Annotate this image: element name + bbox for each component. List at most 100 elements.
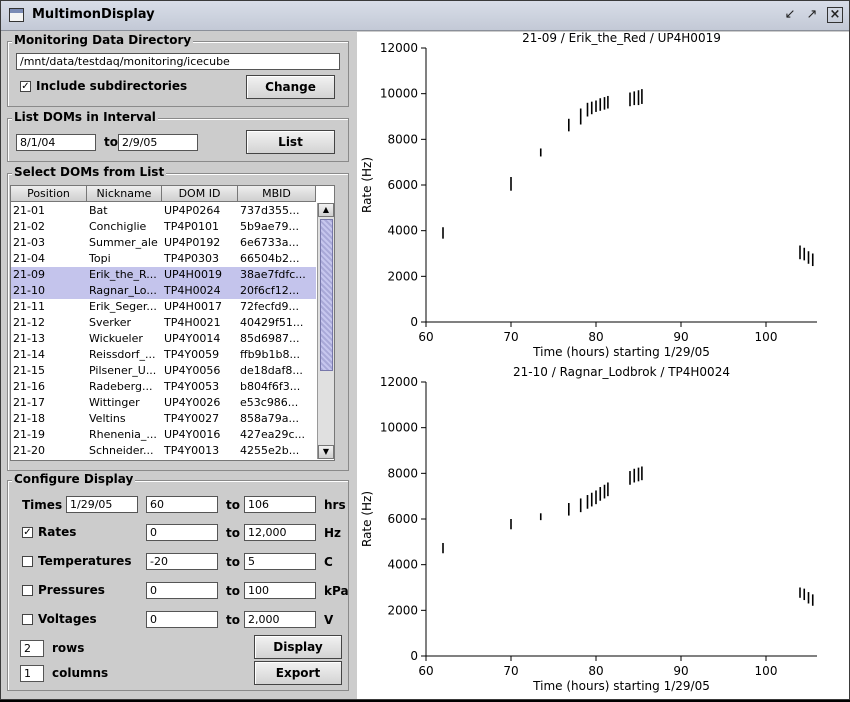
y-axis-label: Rate (Hz) [360,157,374,213]
interval-from-input[interactable] [16,134,96,151]
table-row[interactable]: 21-19 Rhenenia_... UP4Y0016 427ea29c... [11,427,316,443]
dom-mbid-cell: ffb9b1b8... [240,348,301,361]
dom-nickname-cell: Radeberg... [89,380,153,393]
dom-nickname-cell: Pilsener_U... [89,364,157,377]
dom-mbid-cell: 4255e2b... [240,444,300,457]
voltages-checkbox[interactable] [22,614,33,625]
y-tick-label: 4000 [387,224,418,238]
window-icon [9,8,24,22]
y-tick-label: 12000 [380,375,418,389]
rows-label: rows [52,641,85,655]
list-button[interactable]: List [246,130,335,154]
y-tick-label: 2000 [387,269,418,283]
dom-position-cell: 21-01 [13,204,45,217]
close-icon[interactable]: × [827,7,843,23]
temperatures-checkbox[interactable] [22,556,33,567]
dom-nickname-cell: Summer_ale [89,236,158,249]
rates-to-input[interactable] [244,524,316,541]
y-tick-label: 2000 [387,603,418,617]
dom-nickname-cell: Bat [89,204,108,217]
interval-legend: List DOMs in Interval [12,110,158,124]
dom-position-cell: 21-15 [13,364,45,377]
include-subdirectories-checkbox[interactable]: ✓ [20,81,31,92]
table-row[interactable]: 21-16 Radeberg... TP4Y0053 b804f6f3... [11,379,316,395]
dom-table-scrollbar[interactable]: ▲ ▼ [317,203,334,459]
x-tick-label: 80 [588,664,603,678]
dom-mbid-cell: 85d6987... [240,332,300,345]
export-button[interactable]: Export [254,661,342,685]
column-header-dom-id[interactable]: DOM ID [162,186,238,202]
y-tick-label: 4000 [387,558,418,572]
table-row[interactable]: 21-10 Ragnar_Lo... TP4H0024 20f6cf12... [11,283,316,299]
table-row[interactable]: 21-02 Conchiglie TP4P0101 5b9ae79... [11,219,316,235]
table-row[interactable]: 21-13 Wickueler UP4Y0014 85d6987... [11,331,316,347]
columns-input[interactable] [20,665,44,682]
dom-id-cell: UP4H0019 [164,268,222,281]
pressures-to-input[interactable] [244,582,316,599]
column-header-mbid[interactable]: MBID [238,186,316,202]
display-button[interactable]: Display [254,635,342,659]
pressures-checkbox[interactable] [22,585,33,596]
times-date-input[interactable] [66,496,138,513]
minimize-icon[interactable]: ↙ [784,7,796,22]
directory-path-input[interactable] [16,53,340,70]
table-row[interactable]: 21-09 Erik_the_R... UP4H0019 38ae7fdfc... [11,267,316,283]
table-row[interactable]: 21-15 Pilsener_U... UP4Y0056 de18daf8... [11,363,316,379]
voltages-to-input[interactable] [244,611,316,628]
table-row[interactable]: 21-17 Wittinger UP4Y0026 e53c986... [11,395,316,411]
scroll-down-icon[interactable]: ▼ [318,445,334,459]
scroll-thumb[interactable] [320,219,333,371]
scroll-up-icon[interactable]: ▲ [318,203,334,217]
table-row[interactable]: 21-20 Schneider... TP4Y0013 4255e2b... [11,443,316,459]
dom-position-cell: 21-12 [13,316,45,329]
y-tick-label: 8000 [387,132,418,146]
temperatures-from-input[interactable] [146,553,218,570]
table-row[interactable]: 21-12 Sverker TP4H0021 40429f51... [11,315,316,331]
dom-nickname-cell: Erik_Seger... [89,300,157,313]
dom-id-cell: TP4H0021 [164,316,221,329]
dom-table-header: Position Nickname DOM ID MBID [11,186,316,203]
dom-position-cell: 21-16 [13,380,45,393]
dom-table-body: 21-01 Bat UP4P0264 737d355... 21-02 Conchigli… [11,203,316,459]
table-row[interactable]: 21-14 Reissdorf_... TP4Y0059 ffb9b1b8... [11,347,316,363]
voltages-to-label: to [226,613,240,627]
dom-mbid-cell: b804f6f3... [240,380,301,393]
column-header-position[interactable]: Position [11,186,87,202]
voltages-from-input[interactable] [146,611,218,628]
dom-position-cell: 21-19 [13,428,45,441]
monitoring-directory-legend: Monitoring Data Directory [12,33,194,47]
table-row[interactable]: 21-03 Summer_ale UP4P0192 6e6733a... [11,235,316,251]
dom-position-cell: 21-04 [13,252,45,265]
change-button[interactable]: Change [246,75,335,99]
temperatures-to-input[interactable] [244,553,316,570]
interval-to-label: to [104,135,118,149]
temperatures-to-label: to [226,555,240,569]
interval-to-input[interactable] [118,134,198,151]
dom-id-cell: TP4Y0053 [164,380,220,393]
dom-mbid-cell: 66504b2... [240,252,300,265]
table-row[interactable]: 21-18 Veltins TP4Y0027 858a79a... [11,411,316,427]
times-to-input[interactable] [244,496,316,513]
interval-group: List DOMs in Interval to List [7,110,349,162]
rates-checkbox[interactable]: ✓ [22,527,33,538]
dom-id-cell: TP4P0101 [164,220,219,233]
title-bar[interactable]: MultimonDisplay ↙ ↗ × [1,1,849,31]
dom-id-cell: UP4Y0016 [164,428,221,441]
table-row[interactable]: 21-01 Bat UP4P0264 737d355... [11,203,316,219]
rates-from-input[interactable] [146,524,218,541]
dom-position-cell: 21-11 [13,300,45,313]
x-tick-label: 70 [503,664,518,678]
table-row[interactable]: 21-11 Erik_Seger... UP4H0017 72fecfd9... [11,299,316,315]
rates-label: Rates [38,525,77,539]
pressures-from-input[interactable] [146,582,218,599]
maximize-icon[interactable]: ↗ [806,7,818,22]
x-tick-label: 80 [588,330,603,344]
column-header-nickname[interactable]: Nickname [87,186,162,202]
columns-label: columns [52,666,109,680]
y-tick-label: 0 [410,649,418,663]
table-row[interactable]: 21-04 Topi TP4P0303 66504b2... [11,251,316,267]
rows-input[interactable] [20,640,44,657]
times-from-input[interactable] [146,496,218,513]
pressures-unit: kPa [324,584,349,598]
x-axis-label: Time (hours) starting 1/29/05 [532,679,710,693]
